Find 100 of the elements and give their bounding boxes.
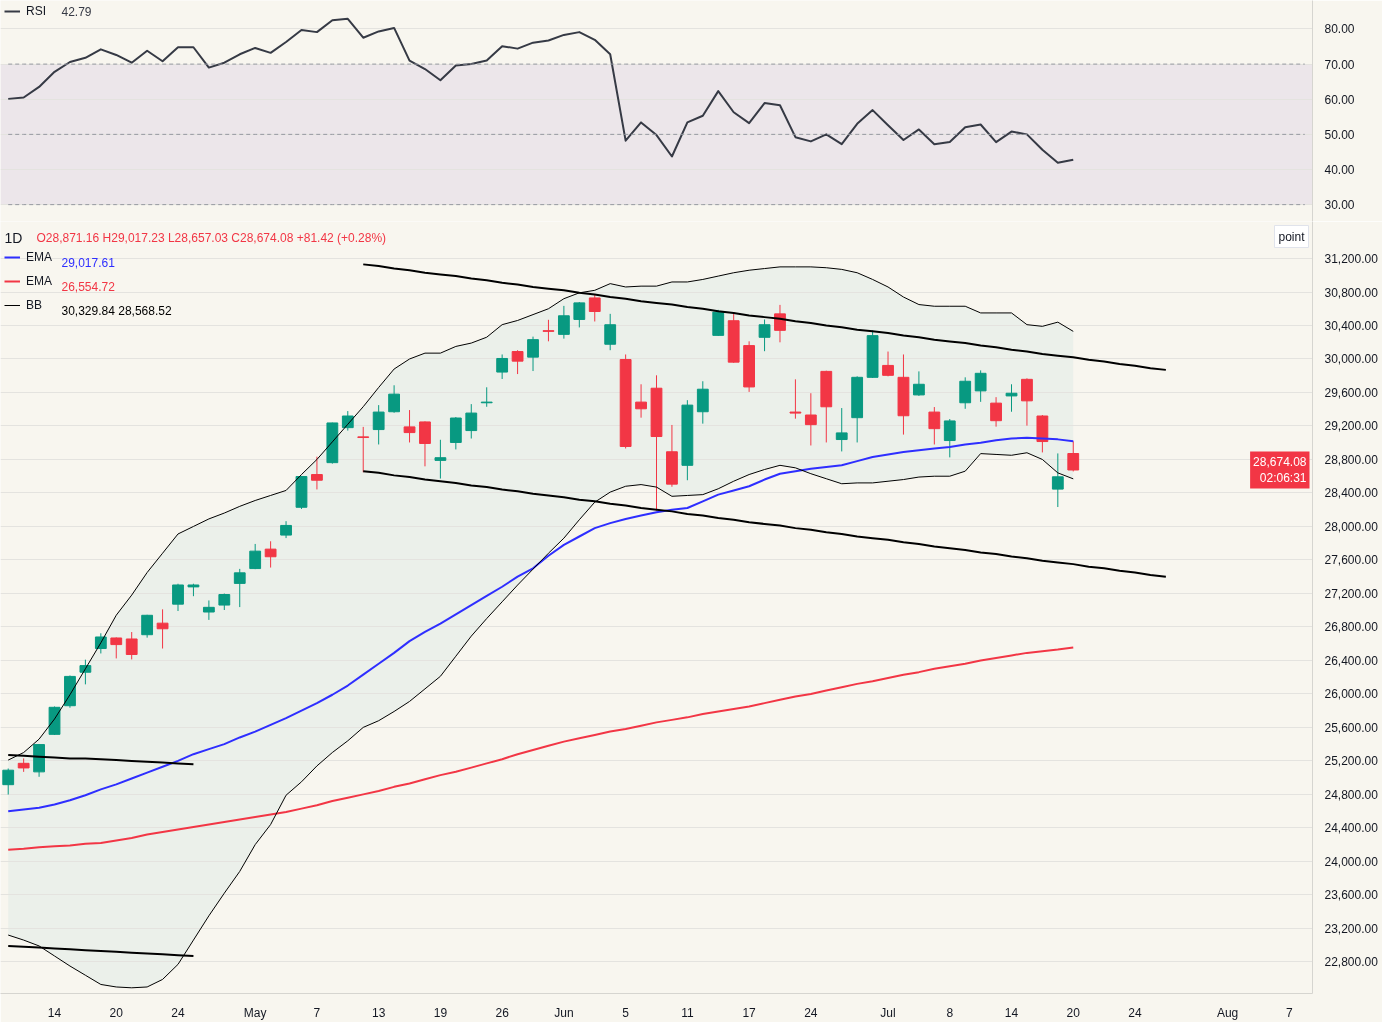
candlestick	[172, 583, 184, 612]
candlestick	[434, 439, 447, 480]
x-tick-label: 14	[47, 1005, 62, 1020]
candlestick	[388, 384, 400, 414]
y-tick-label: 70.00	[1324, 57, 1355, 72]
candlestick	[928, 406, 941, 445]
x-tick-label: 11	[681, 1005, 694, 1020]
line-series	[7, 436, 1075, 813]
legend-label: BB	[26, 297, 43, 314]
candlestick	[774, 304, 786, 343]
candlestick	[2, 768, 15, 796]
y-tick-label: 28,400.00	[1324, 486, 1379, 501]
candlestick	[557, 305, 570, 340]
y-tick-label: 24,000.00	[1324, 854, 1379, 869]
candlestick	[372, 404, 385, 445]
x-tick-label: 17	[742, 1005, 757, 1020]
candlestick	[943, 418, 956, 458]
y-tick-label: 30,400.00	[1324, 318, 1379, 333]
candlestick	[758, 318, 771, 352]
candlestick	[1005, 383, 1018, 413]
annotation: 42.79	[61, 5, 92, 19]
candlestick	[1067, 440, 1080, 472]
y-tick-label: 28,000.00	[1324, 519, 1379, 534]
x-tick-label: 7	[1286, 1005, 1294, 1020]
legend-label: EMA	[26, 273, 53, 290]
candlestick	[712, 309, 725, 337]
candlestick	[604, 313, 617, 351]
y-tick-label: 26,000.00	[1324, 687, 1379, 702]
candlestick	[156, 608, 169, 650]
candlestick	[990, 396, 1002, 428]
x-tick-label: Jun	[554, 1005, 574, 1020]
candlestick	[202, 599, 215, 621]
text: 1D	[4, 229, 23, 246]
candlestick	[527, 336, 539, 372]
x-tick-label: 24	[804, 1005, 818, 1020]
annotation: O28,871.16 H29,017.23 L28,657.03 C28,674.08 +81.42 (+0.28%)	[36, 230, 387, 245]
x-tick-label: 13	[371, 1005, 386, 1020]
candlestick	[573, 301, 586, 328]
candlestick	[480, 386, 493, 408]
candlestick	[696, 380, 709, 425]
candlestick	[913, 370, 925, 397]
annotation: 26,554.72	[61, 280, 116, 294]
x-tick-label: 24	[171, 1005, 186, 1020]
x-tick-label: 19	[433, 1005, 448, 1020]
x-tick-label: 7	[313, 1005, 321, 1020]
x-tick-label: Aug	[1216, 1005, 1239, 1020]
y-tick-label: 50.00	[1324, 127, 1355, 142]
y-tick-label: 28,800.00	[1324, 452, 1379, 467]
y-tick-label: 80.00	[1324, 22, 1355, 37]
y-tick-label: 26,400.00	[1324, 653, 1379, 668]
candlestick	[1051, 452, 1064, 508]
x-tick-label: Jul	[880, 1005, 896, 1020]
y-tick-label: 26,800.00	[1324, 620, 1379, 635]
candlestick	[419, 420, 431, 467]
y-tick-label: 24,800.00	[1324, 787, 1379, 802]
candlestick	[465, 403, 478, 440]
x-tick-label: 24	[1128, 1005, 1142, 1020]
y-tick-label: 30,000.00	[1324, 352, 1379, 367]
candlestick	[542, 319, 555, 342]
line-series	[7, 17, 1075, 164]
y-axis-title: point	[1278, 229, 1306, 244]
candlestick	[835, 407, 848, 452]
candlestick	[125, 631, 138, 660]
y-tick-label: 22,800.00	[1324, 955, 1379, 970]
y-tick-label: 27,200.00	[1324, 586, 1379, 601]
x-tick-label: 8	[946, 1005, 954, 1020]
x-tick-label: May	[243, 1005, 267, 1020]
candlestick	[635, 383, 647, 419]
x-tick-label: 5	[622, 1005, 630, 1020]
candlestick	[110, 636, 123, 659]
y-tick-label: 25,600.00	[1324, 720, 1379, 735]
line-series	[7, 646, 1075, 851]
candlestick	[804, 392, 817, 446]
annotation: 28,674.08 02:06:31	[1253, 454, 1307, 486]
y-tick-label: 23,200.00	[1324, 921, 1379, 936]
candlestick	[789, 378, 802, 420]
candlestick	[357, 426, 370, 473]
y-tick-label: 60.00	[1324, 92, 1355, 107]
candlestick	[311, 456, 323, 490]
y-tick-label: 31,200.00	[1324, 252, 1379, 267]
y-tick-label: 40.00	[1324, 163, 1355, 177]
candlestick	[588, 294, 601, 322]
y-tick-label: 25,200.00	[1324, 754, 1379, 769]
legend-label: RSI	[26, 3, 47, 20]
candlestick	[959, 376, 972, 410]
candlestick	[974, 369, 987, 403]
candlestick	[511, 349, 524, 375]
y-tick-label: 30,800.00	[1324, 285, 1379, 300]
candlestick	[233, 568, 246, 608]
y-tick-label: 30.00	[1324, 198, 1355, 213]
annotation: 30,329.84 28,568.52	[61, 303, 172, 318]
candlestick	[403, 409, 416, 443]
candlestick	[249, 543, 262, 570]
x-tick-label: 14	[1004, 1005, 1019, 1020]
y-tick-label: 27,600.00	[1324, 553, 1379, 568]
y-tick-label: 29,200.00	[1324, 419, 1379, 434]
annotation: 29,017.61	[61, 256, 116, 270]
x-tick-label: 20	[1066, 1005, 1081, 1020]
candlestick	[882, 351, 894, 377]
y-tick-label: 24,400.00	[1324, 821, 1379, 836]
